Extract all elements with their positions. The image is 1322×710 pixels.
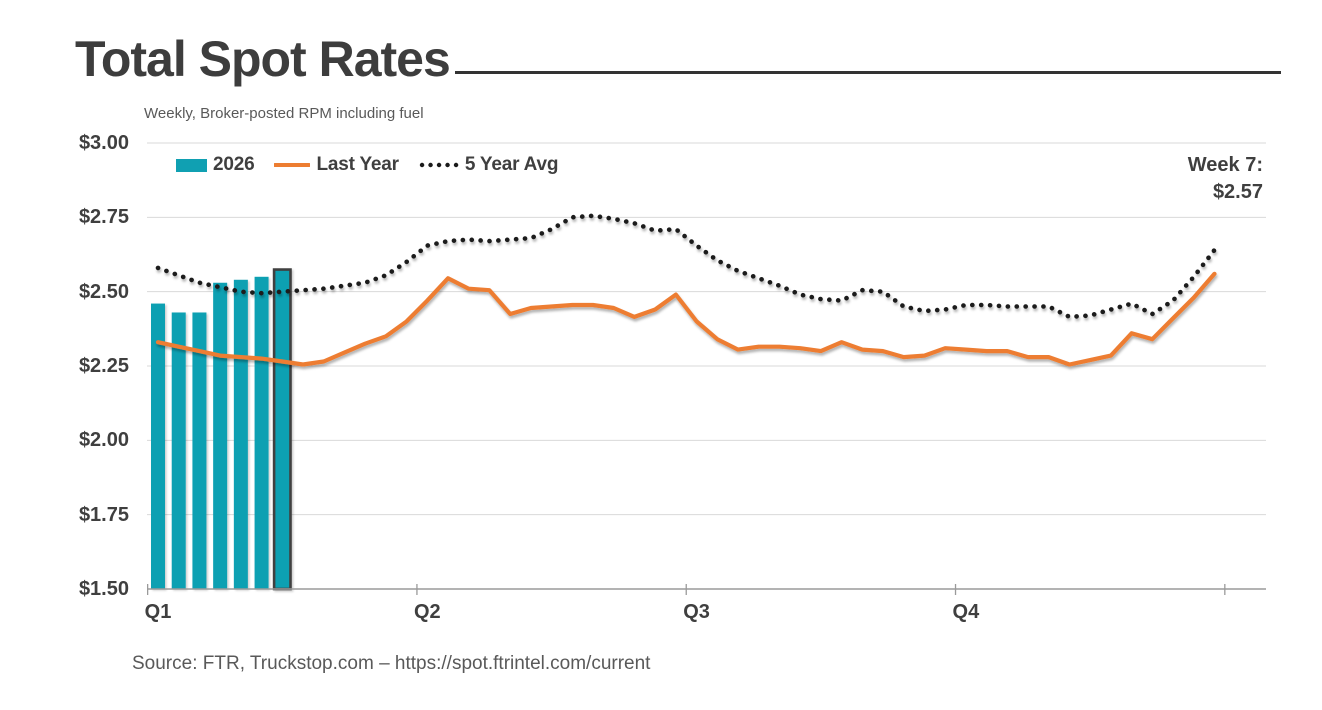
source-text: Source: FTR, Truckstop.com – https://spo… [132,653,651,674]
bar-week-7-highlighted [272,268,292,591]
y-axis-label: $2.00 [78,429,129,452]
legend-last-year-label: Last Year [316,154,399,175]
bar-week-6 [254,276,269,589]
bar-week-3 [192,312,207,589]
page-title: Total Spot Rates [75,31,451,87]
y-axis-label: $1.75 [78,503,129,526]
bar-week-5 [233,279,248,589]
week7-annotation-line2: $2.57 [1212,181,1263,203]
bar-week-4 [213,282,228,589]
legend-5yr-avg-dots-icon [419,162,459,168]
legend-2026-swatch-icon [176,158,207,172]
chart-subtitle: Weekly, Broker-posted RPM including fuel [144,105,424,122]
five-year-avg-dotted-line [155,213,1217,320]
legend-last-year-line-icon [274,163,311,167]
y-axis-label: $3.00 [78,132,129,154]
y-axis-label: $1.50 [78,578,129,600]
chart-legend: 2026 Last Year 5 Year Avg [176,154,558,176]
x-axis-label: Q1 [144,601,172,623]
legend-5yr-avg-label: 5 Year Avg [464,154,559,175]
y-axis-label: $2.75 [78,206,129,229]
bars-2026 [151,268,292,591]
week7-annotation-line1: Week 7: [1187,154,1263,176]
y-axis-label: $2.25 [78,355,129,377]
bar-week-2 [171,312,186,589]
title-underline [455,71,1281,74]
legend-2026-label: 2026 [213,154,255,175]
last-year-line [155,271,1217,367]
x-axis-label: Q2 [413,601,441,623]
y-axis-label: $2.50 [78,280,129,303]
x-axis-label: Q4 [952,601,980,623]
x-axis-label: Q3 [683,601,710,623]
week7-annotation: Week 7: $2.57 [1188,152,1263,206]
bar-week-1 [151,303,165,589]
